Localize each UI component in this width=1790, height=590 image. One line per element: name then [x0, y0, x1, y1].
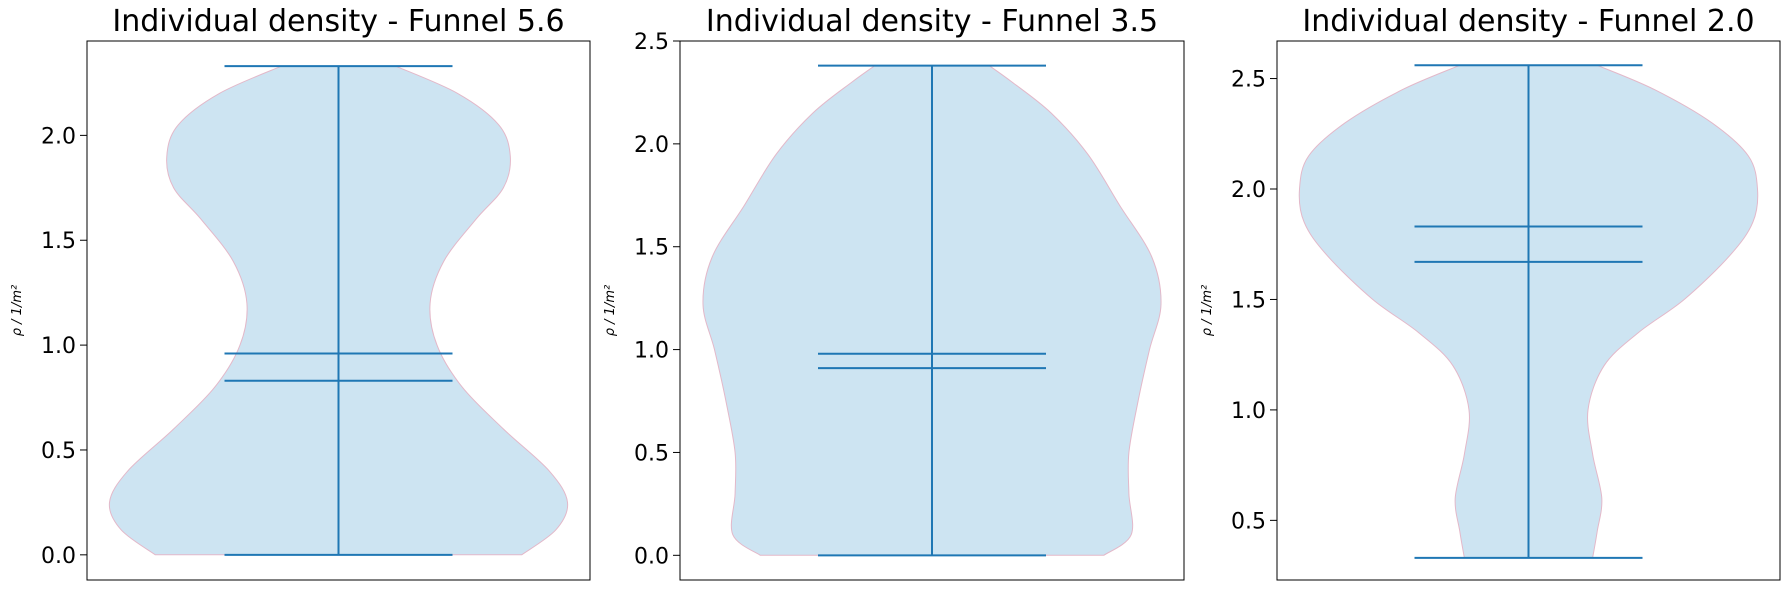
y-tick-label: 0.5	[1231, 509, 1266, 534]
y-axis-label: ρ / 1/m²	[603, 285, 618, 336]
chart-title: Individual density - Funnel 3.5	[706, 4, 1158, 39]
axes-frame	[86, 40, 591, 581]
y-tick-label: 0.5	[41, 439, 76, 464]
subplot-2: 0.0 0.5 1.0 1.5 2.0 2.5 Individual density - F…	[603, 4, 1185, 581]
chart-title: Individual density - Funnel 2.0	[1302, 4, 1754, 39]
y-tick-label: 2.0	[634, 133, 669, 158]
y-tick-label: 1.0	[1231, 399, 1266, 424]
axes-frame	[1276, 40, 1781, 581]
chart-title: Individual density - Funnel 5.6	[112, 4, 564, 39]
y-tick-label: 1.0	[634, 339, 669, 364]
y-tick-label: 0.0	[41, 544, 76, 569]
y-tick-label: 1.5	[634, 236, 669, 261]
y-tick-label: 1.0	[41, 334, 76, 359]
subplot-1: 0.0 0.5 1.0 1.5 2.0 Individual density - Funn…	[10, 4, 591, 581]
y-tick-label: 0.0	[634, 544, 669, 569]
y-tick-label: 1.5	[1231, 288, 1266, 313]
y-tick-label: 2.0	[41, 124, 76, 149]
y-tick-label: 0.5	[634, 441, 669, 466]
y-tick-label: 2.0	[1231, 178, 1266, 203]
y-tick-label: 2.5	[1231, 68, 1266, 93]
y-tick-label: 1.5	[41, 229, 76, 254]
axes-frame	[679, 40, 1185, 581]
subplot-3: 0.5 1.0 1.5 2.0 2.5 Individual density - Funn…	[1200, 4, 1781, 581]
y-tick-label: 2.5	[634, 30, 669, 55]
y-axis-label: ρ / 1/m²	[10, 285, 25, 336]
y-axis-label: ρ / 1/m²	[1200, 285, 1215, 336]
